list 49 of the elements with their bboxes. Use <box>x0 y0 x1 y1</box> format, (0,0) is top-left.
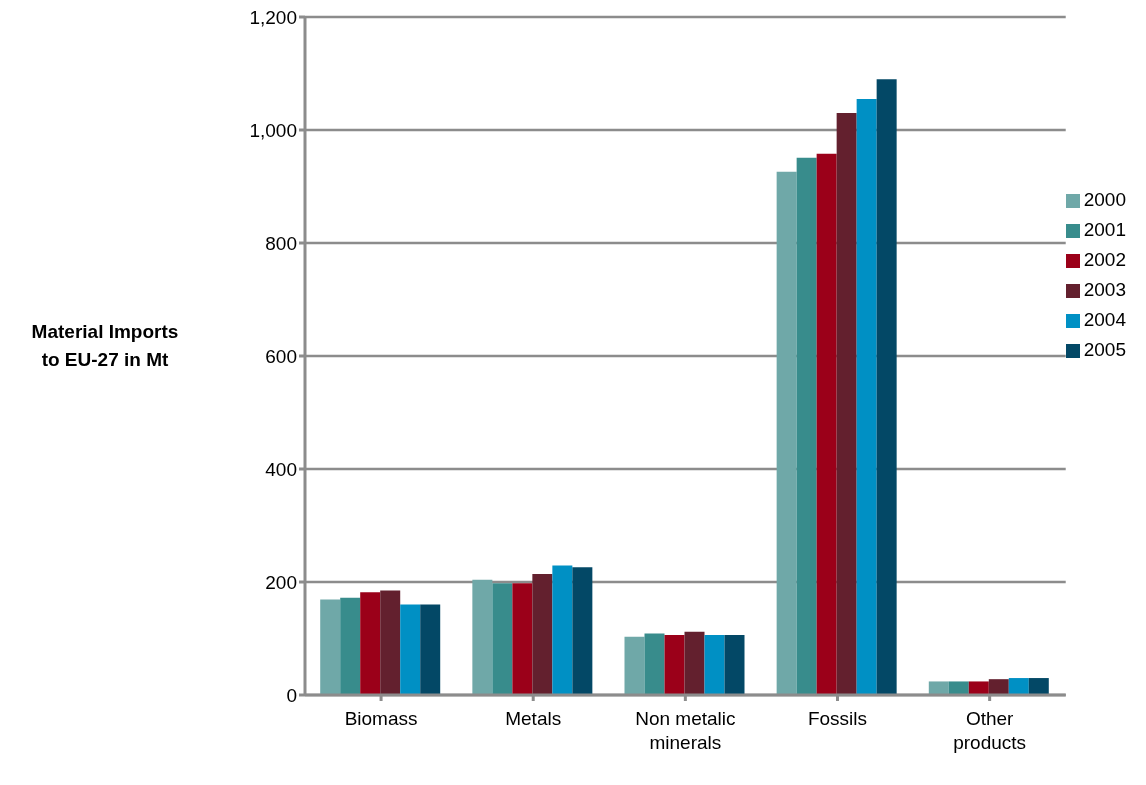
bar <box>532 574 553 695</box>
bar <box>492 583 513 695</box>
bar <box>836 113 857 695</box>
x-tick-label: Biomass <box>344 708 418 729</box>
bar <box>624 636 645 695</box>
bar <box>928 681 949 695</box>
bar <box>776 171 797 695</box>
bar <box>684 631 705 695</box>
bar <box>420 604 441 695</box>
bar <box>360 592 381 695</box>
y-tick-label: 0 <box>286 684 297 706</box>
bar <box>340 597 361 695</box>
bar <box>1008 678 1029 695</box>
bar <box>948 681 969 695</box>
bar <box>704 635 725 695</box>
bar <box>988 679 1009 695</box>
bar <box>968 681 989 695</box>
bar <box>816 153 837 695</box>
legend-label: 2003 <box>1083 279 1126 300</box>
bar <box>664 635 685 695</box>
bar <box>1028 678 1049 695</box>
legend-label: 2001 <box>1083 219 1126 240</box>
bar <box>512 583 533 695</box>
x-tick-label: Non metalic minerals <box>635 708 736 753</box>
x-tick-label: Fossils <box>807 708 868 729</box>
bar <box>320 599 341 695</box>
bar <box>472 579 493 695</box>
x-tick-label: Other products <box>953 708 1027 753</box>
bar <box>644 633 665 695</box>
y-tick-label: 800 <box>265 232 297 254</box>
bar <box>552 565 573 695</box>
y-tick-label: 1,000 <box>249 119 297 141</box>
x-tick-label: Metals <box>505 708 562 729</box>
y-tick-label: 400 <box>265 458 297 480</box>
bar <box>876 79 897 695</box>
y-axis-title: Material Imports to EU-27 in Mt <box>30 320 180 372</box>
legend-label: 2005 <box>1083 339 1126 360</box>
y-tick-label: 200 <box>265 571 297 593</box>
y-tick-label: 1,200 <box>249 6 297 28</box>
bar <box>724 635 745 695</box>
bar <box>856 98 877 695</box>
y-tick-label: 600 <box>265 345 297 367</box>
legend-label: 2000 <box>1083 189 1126 210</box>
bar <box>796 157 817 695</box>
bar <box>400 604 421 695</box>
bar <box>572 567 593 695</box>
bar <box>380 590 401 695</box>
legend-label: 2002 <box>1083 249 1126 270</box>
legend-label: 2004 <box>1083 309 1126 330</box>
